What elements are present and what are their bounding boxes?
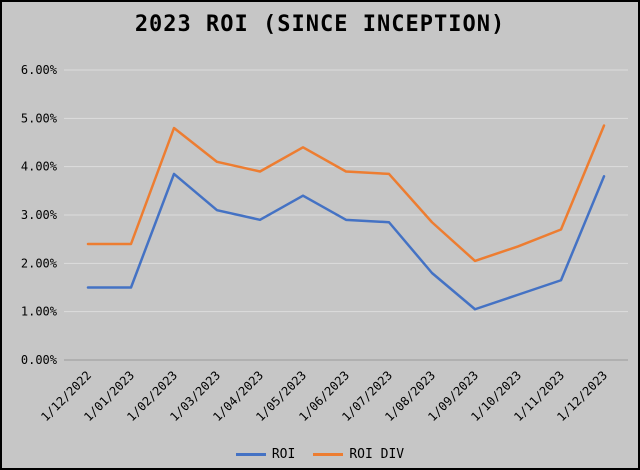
y-tick-label: 5.00% [21,111,58,125]
legend-label: ROI DIV [349,447,405,462]
y-tick-label: 0.00% [21,353,58,367]
chart-title: 2023 ROI (SINCE INCEPTION) [134,12,506,37]
y-tick-label: 2.00% [21,256,58,270]
legend-swatch-icon [313,453,344,456]
series-line-roi-div [86,124,606,263]
y-tick-label: 1.00% [21,305,58,319]
legend-swatch-icon [235,453,266,456]
series-line-roi [86,172,606,311]
legend-item-roi: ROI [235,447,296,462]
y-tick-label: 3.00% [21,208,58,222]
legend-label: ROI [271,447,296,462]
y-tick-label: 4.00% [21,160,58,174]
y-tick-label: 6.00% [21,63,58,77]
chart-legend: ROI ROI DIV [2,447,638,462]
legend-item-roi-div: ROI DIV [313,447,404,462]
